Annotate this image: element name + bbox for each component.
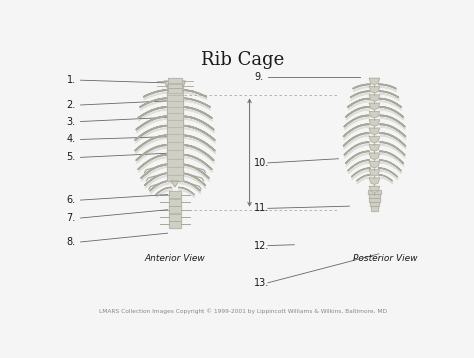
Polygon shape xyxy=(168,88,182,93)
Polygon shape xyxy=(171,181,179,187)
Polygon shape xyxy=(369,95,380,101)
Polygon shape xyxy=(169,191,181,198)
Text: 11.: 11. xyxy=(254,203,269,213)
Polygon shape xyxy=(369,170,380,176)
Text: 12.: 12. xyxy=(254,241,269,251)
Text: 6.: 6. xyxy=(66,195,76,205)
Polygon shape xyxy=(369,161,380,168)
Polygon shape xyxy=(369,78,380,84)
Text: 7.: 7. xyxy=(66,213,76,223)
Text: 8.: 8. xyxy=(66,237,76,247)
Polygon shape xyxy=(168,83,182,88)
Text: 9.: 9. xyxy=(254,72,263,82)
Text: Rib Cage: Rib Cage xyxy=(201,51,284,69)
Text: 5.: 5. xyxy=(66,153,76,163)
Polygon shape xyxy=(369,186,380,193)
Polygon shape xyxy=(164,81,185,87)
Polygon shape xyxy=(369,103,380,110)
Polygon shape xyxy=(369,111,380,118)
Text: LMARS Collection Images Copyright © 1999-2001 by Lippincott Williams & Wilkins, : LMARS Collection Images Copyright © 1999… xyxy=(99,308,387,314)
Polygon shape xyxy=(371,206,378,211)
Polygon shape xyxy=(169,199,181,206)
Polygon shape xyxy=(369,145,380,151)
Polygon shape xyxy=(369,178,380,184)
Polygon shape xyxy=(368,190,381,194)
Text: 2.: 2. xyxy=(66,100,76,110)
Text: 1.: 1. xyxy=(66,75,76,85)
Polygon shape xyxy=(169,214,181,221)
Text: 13.: 13. xyxy=(254,278,269,288)
Polygon shape xyxy=(168,78,182,84)
Polygon shape xyxy=(369,128,380,135)
Text: Anterior View: Anterior View xyxy=(145,254,205,263)
Polygon shape xyxy=(169,221,181,228)
Polygon shape xyxy=(369,136,380,143)
Polygon shape xyxy=(369,153,380,159)
Polygon shape xyxy=(369,198,380,202)
Polygon shape xyxy=(167,84,183,181)
Polygon shape xyxy=(369,194,380,198)
Text: Posterior View: Posterior View xyxy=(353,254,418,263)
Text: 3.: 3. xyxy=(66,116,76,126)
Text: 4.: 4. xyxy=(66,135,76,144)
Polygon shape xyxy=(369,87,380,93)
Text: 10.: 10. xyxy=(254,158,269,168)
Polygon shape xyxy=(169,206,181,213)
Polygon shape xyxy=(369,120,380,126)
Polygon shape xyxy=(370,202,379,207)
